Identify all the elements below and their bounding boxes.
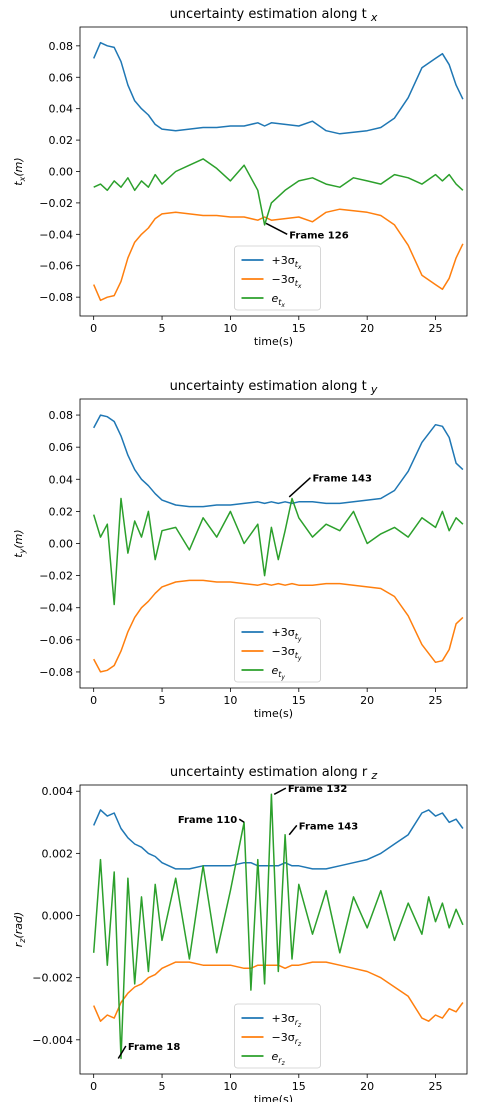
y-axis-label: rz(rad) xyxy=(12,912,27,948)
series-line-3 xyxy=(93,158,464,226)
x-tick-label: 0 xyxy=(90,322,97,335)
x-tick-label: 25 xyxy=(429,694,443,707)
y-tick-label: −0.04 xyxy=(39,228,73,241)
legend-entry: ety xyxy=(272,664,286,681)
x-tick-label: 5 xyxy=(159,694,166,707)
y-tick-label: 0.06 xyxy=(49,71,74,84)
x-tick-label: 10 xyxy=(223,322,237,335)
annotation-arrow xyxy=(238,818,245,823)
y-tick-label: 0.004 xyxy=(42,785,74,798)
legend-entry: +3σty xyxy=(272,626,302,643)
legend-entry: −3σrz xyxy=(272,1031,302,1048)
x-tick-label: 10 xyxy=(223,1080,237,1093)
y-tick-label: −0.06 xyxy=(39,260,73,273)
y-tick-label: 0.000 xyxy=(42,910,74,923)
x-tick-label: 15 xyxy=(292,694,306,707)
x-tick-label: 20 xyxy=(360,694,374,707)
y-tick-label: 0.00 xyxy=(49,538,74,551)
x-tick-label: 15 xyxy=(292,1080,306,1093)
annotation-label: Frame 18 xyxy=(128,1042,181,1053)
legend-entry: erz xyxy=(272,1050,286,1067)
x-tick-label: 5 xyxy=(159,322,166,335)
y-tick-label: 0.002 xyxy=(42,847,74,860)
x-tick-label: 0 xyxy=(90,1080,97,1093)
legend-entry: −3σty xyxy=(272,645,302,662)
x-tick-label: 25 xyxy=(429,322,443,335)
x-tick-label: 25 xyxy=(429,1080,443,1093)
legend-entry: +3σrz xyxy=(272,1012,302,1029)
y-tick-label: −0.004 xyxy=(32,1034,73,1047)
legend-entry: −3σtx xyxy=(272,273,302,290)
annotation-arrow xyxy=(273,787,287,795)
y-tick-label: 0.04 xyxy=(49,473,74,486)
y-tick-label: −0.04 xyxy=(39,602,73,615)
series-line-1 xyxy=(93,809,464,870)
legend: +3σrz −3σrz erz xyxy=(234,1003,321,1069)
series-line-2 xyxy=(93,208,464,302)
series-line-3 xyxy=(92,497,464,606)
chart-3: uncertainty estimation along r z 0 5 10 15 20… xyxy=(12,765,468,1102)
chart-title: uncertainty estimation along r z xyxy=(170,765,378,782)
chart-title: uncertainty estimation along t y xyxy=(170,379,378,396)
x-tick-label: 5 xyxy=(159,1080,166,1093)
legend-frame xyxy=(234,245,321,311)
annotation-label: Frame 143 xyxy=(299,821,358,832)
x-tick-label: 20 xyxy=(360,322,374,335)
series-line-2 xyxy=(93,961,464,1022)
annotation-arrow xyxy=(265,222,288,235)
annotation-label: Frame 126 xyxy=(289,230,348,241)
chart-2: uncertainty estimation along t y 0 5 10 15 20… xyxy=(12,379,468,720)
y-tick-label: 0.02 xyxy=(49,505,74,518)
y-tick-label: −0.02 xyxy=(39,197,73,210)
series-line-1 xyxy=(93,414,464,508)
y-tick-label: 0.08 xyxy=(49,409,74,422)
series-line-1 xyxy=(93,41,464,135)
legend-entry: +3σtx xyxy=(272,254,302,271)
series-line-3 xyxy=(92,793,464,1060)
chart-title: uncertainty estimation along t x xyxy=(170,7,378,24)
y-axis-label: ty(m) xyxy=(12,529,27,557)
x-tick-label: 10 xyxy=(223,694,237,707)
x-axis-label: time(s) xyxy=(254,1093,293,1102)
y-tick-label: 0.08 xyxy=(49,40,74,53)
y-tick-label: −0.02 xyxy=(39,570,73,583)
annotation-arrow xyxy=(288,477,311,498)
y-tick-label: 0.06 xyxy=(49,441,74,454)
annotation-label: Frame 110 xyxy=(178,815,237,826)
series-line-2 xyxy=(93,579,464,673)
annotation-arrow xyxy=(117,1045,127,1059)
x-tick-label: 15 xyxy=(292,322,306,335)
legend-entry: etx xyxy=(272,292,286,309)
y-tick-label: −0.08 xyxy=(39,666,73,679)
annotation-arrow xyxy=(288,824,298,836)
x-axis-label: time(s) xyxy=(254,335,293,348)
legend: +3σty −3σty ety xyxy=(234,617,321,683)
y-tick-label: −0.002 xyxy=(32,972,73,985)
plot-frame xyxy=(79,784,468,1075)
annotation-label: Frame 132 xyxy=(288,784,347,795)
x-axis-label: time(s) xyxy=(254,707,293,720)
y-tick-label: 0.00 xyxy=(49,166,74,179)
y-tick-label: 0.04 xyxy=(49,103,74,116)
y-tick-label: −0.08 xyxy=(39,291,73,304)
legend-frame xyxy=(234,1003,321,1069)
x-tick-label: 0 xyxy=(90,694,97,707)
annotation-label: Frame 143 xyxy=(312,474,371,485)
y-axis-label: tx(m) xyxy=(12,157,27,185)
legend-frame xyxy=(234,617,321,683)
y-tick-label: 0.02 xyxy=(49,134,74,147)
chart-1: uncertainty estimation along t x 0 5 10 15 20… xyxy=(12,7,468,348)
legend: +3σtx −3σtx etx xyxy=(234,245,321,311)
y-tick-label: −0.06 xyxy=(39,634,73,647)
x-tick-label: 20 xyxy=(360,1080,374,1093)
